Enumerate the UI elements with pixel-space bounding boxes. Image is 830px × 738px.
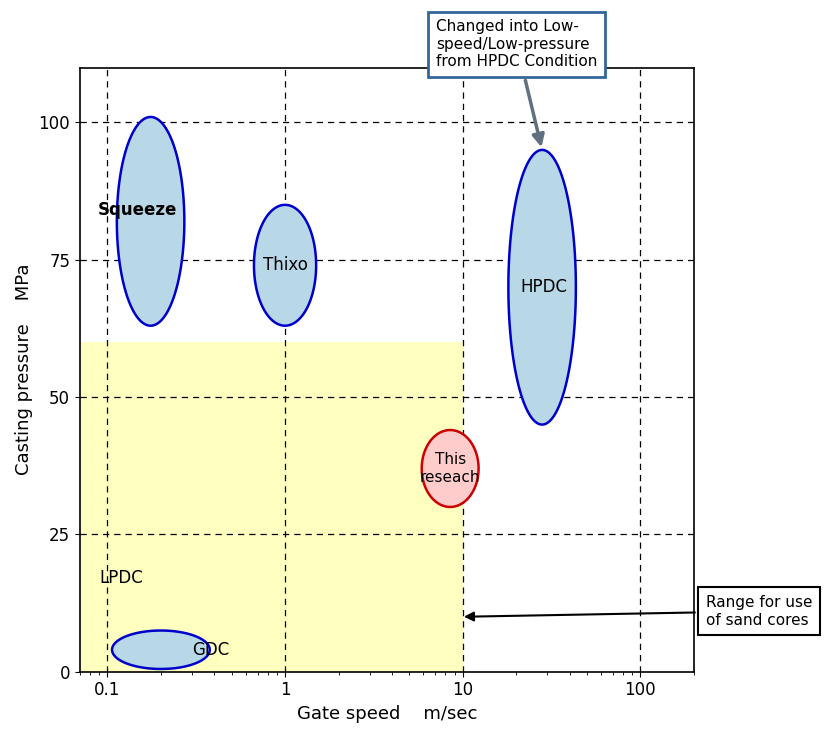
Text: Range for use
of sand cores: Range for use of sand cores: [466, 595, 813, 627]
Polygon shape: [254, 205, 316, 325]
Polygon shape: [117, 117, 184, 325]
Bar: [80, 342, 462, 672]
Polygon shape: [112, 630, 210, 669]
Polygon shape: [422, 430, 479, 507]
Polygon shape: [508, 150, 576, 424]
Text: HPDC: HPDC: [520, 278, 567, 296]
Text: This
reseach: This reseach: [420, 452, 481, 485]
Text: Squeeze: Squeeze: [98, 201, 177, 219]
Y-axis label: Casting pressure    MPa: Casting pressure MPa: [15, 264, 33, 475]
Text: Thixo: Thixo: [263, 256, 308, 275]
Text: Changed into Low-
speed/Low-pressure
from HPDC Condition: Changed into Low- speed/Low-pressure fro…: [436, 19, 598, 143]
Text: LPDC: LPDC: [100, 569, 143, 587]
Text: GDC: GDC: [193, 641, 229, 659]
X-axis label: Gate speed    m/sec: Gate speed m/sec: [296, 705, 477, 723]
